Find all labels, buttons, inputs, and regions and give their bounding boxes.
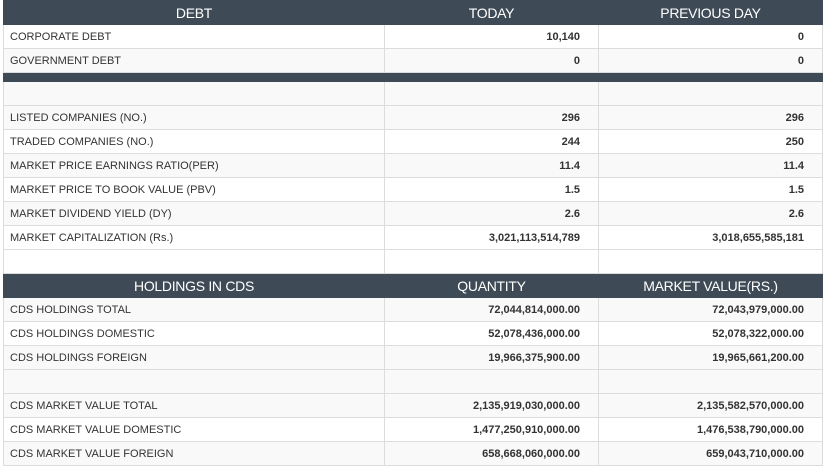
- row-label: LISTED COMPANIES (NO.): [3, 105, 385, 130]
- row-label: MARKET CAPITALIZATION (Rs.): [3, 225, 385, 250]
- table-row: MARKET CAPITALIZATION (Rs.) 3,021,113,51…: [3, 225, 823, 250]
- table-row: MARKET DIVIDEND YIELD (DY) 2.6 2.6: [3, 201, 823, 226]
- section-divider: [3, 72, 823, 82]
- market-stats-body: LISTED COMPANIES (NO.) 296 296 TRADED CO…: [3, 105, 823, 250]
- row-label: CDS HOLDINGS DOMESTIC: [3, 321, 385, 346]
- table-row: MARKET PRICE TO BOOK VALUE (PBV) 1.5 1.5: [3, 177, 823, 202]
- market-value: 52,078,322,000.00: [598, 321, 823, 346]
- row-label: TRADED COMPANIES (NO.): [3, 129, 385, 154]
- spacer-cell: [384, 81, 599, 106]
- row-label: CDS MARKET VALUE DOMESTIC: [3, 417, 385, 442]
- table-row: CDS MARKET VALUE DOMESTIC 1,477,250,910,…: [3, 417, 823, 442]
- today-value: 2.6: [384, 201, 599, 226]
- row-label: CDS MARKET VALUE TOTAL: [3, 393, 385, 418]
- previous-value: 2.6: [598, 201, 823, 226]
- previous-day-header: PREVIOUS DAY: [598, 0, 823, 25]
- quantity-value: 52,078,436,000.00: [384, 321, 599, 346]
- debt-header: DEBT: [3, 0, 385, 25]
- row-label: GOVERNMENT DEBT: [3, 48, 385, 73]
- row-label: CDS MARKET VALUE FOREIGN: [3, 441, 385, 466]
- table-row: CDS MARKET VALUE FOREIGN 658,668,060,000…: [3, 441, 823, 466]
- today-value: 0: [384, 48, 599, 73]
- spacer-cell: [598, 81, 823, 106]
- table-row: CDS HOLDINGS DOMESTIC 52,078,436,000.00 …: [3, 321, 823, 346]
- spacer-cell: [3, 249, 385, 274]
- spacer-cell: [3, 369, 385, 394]
- spacer-row: [3, 249, 823, 274]
- spacer-cell: [598, 369, 823, 394]
- row-label: MARKET DIVIDEND YIELD (DY): [3, 201, 385, 226]
- spacer-cell: [3, 81, 385, 106]
- table-row: CDS HOLDINGS FOREIGN 19,966,375,900.00 1…: [3, 345, 823, 370]
- table-row: CDS MARKET VALUE TOTAL 2,135,919,030,000…: [3, 393, 823, 418]
- quantity-value: 1,477,250,910,000.00: [384, 417, 599, 442]
- previous-value: 0: [598, 48, 823, 73]
- previous-value: 1.5: [598, 177, 823, 202]
- today-header: TODAY: [384, 0, 599, 25]
- market-value: 2,135,582,570,000.00: [598, 393, 823, 418]
- market-value-header: MARKET VALUE(RS.): [598, 273, 823, 298]
- row-label: CORPORATE DEBT: [3, 24, 385, 49]
- quantity-value: 72,044,814,000.00: [384, 297, 599, 322]
- market-summary-table: DEBT TODAY PREVIOUS DAY CORPORATE DEBT 1…: [3, 0, 823, 466]
- quantity-value: 658,668,060,000.00: [384, 441, 599, 466]
- previous-value: 296: [598, 105, 823, 130]
- holdings-header-row: HOLDINGS IN CDS QUANTITY MARKET VALUE(RS…: [3, 273, 823, 298]
- row-label: MARKET PRICE EARNINGS RATIO(PER): [3, 153, 385, 178]
- previous-value: 11.4: [598, 153, 823, 178]
- spacer-cell: [384, 369, 599, 394]
- previous-value: 250: [598, 129, 823, 154]
- spacer-cell: [384, 249, 599, 274]
- debt-header-row: DEBT TODAY PREVIOUS DAY: [3, 0, 823, 25]
- row-label: CDS HOLDINGS FOREIGN: [3, 345, 385, 370]
- previous-value: 3,018,655,585,181: [598, 225, 823, 250]
- today-value: 244: [384, 129, 599, 154]
- spacer-cell: [598, 249, 823, 274]
- row-label: CDS HOLDINGS TOTAL: [3, 297, 385, 322]
- row-label: MARKET PRICE TO BOOK VALUE (PBV): [3, 177, 385, 202]
- today-value: 296: [384, 105, 599, 130]
- table-row: CORPORATE DEBT 10,140 0: [3, 24, 823, 49]
- market-value: 1,476,538,790,000.00: [598, 417, 823, 442]
- market-value: 19,965,661,200.00: [598, 345, 823, 370]
- table-row: GOVERNMENT DEBT 0 0: [3, 48, 823, 73]
- spacer-row: [3, 81, 823, 106]
- quantity-value: 2,135,919,030,000.00: [384, 393, 599, 418]
- holdings-header: HOLDINGS IN CDS: [3, 273, 385, 298]
- table-row: LISTED COMPANIES (NO.) 296 296: [3, 105, 823, 130]
- divider-bar: [3, 72, 823, 82]
- table-row: MARKET PRICE EARNINGS RATIO(PER) 11.4 11…: [3, 153, 823, 178]
- spacer-row: [3, 369, 823, 394]
- previous-value: 0: [598, 24, 823, 49]
- today-value: 1.5: [384, 177, 599, 202]
- market-value: 659,043,710,000.00: [598, 441, 823, 466]
- table-row: TRADED COMPANIES (NO.) 244 250: [3, 129, 823, 154]
- today-value: 10,140: [384, 24, 599, 49]
- today-value: 3,021,113,514,789: [384, 225, 599, 250]
- quantity-header: QUANTITY: [384, 273, 599, 298]
- today-value: 11.4: [384, 153, 599, 178]
- quantity-value: 19,966,375,900.00: [384, 345, 599, 370]
- table-row: CDS HOLDINGS TOTAL 72,044,814,000.00 72,…: [3, 297, 823, 322]
- market-value: 72,043,979,000.00: [598, 297, 823, 322]
